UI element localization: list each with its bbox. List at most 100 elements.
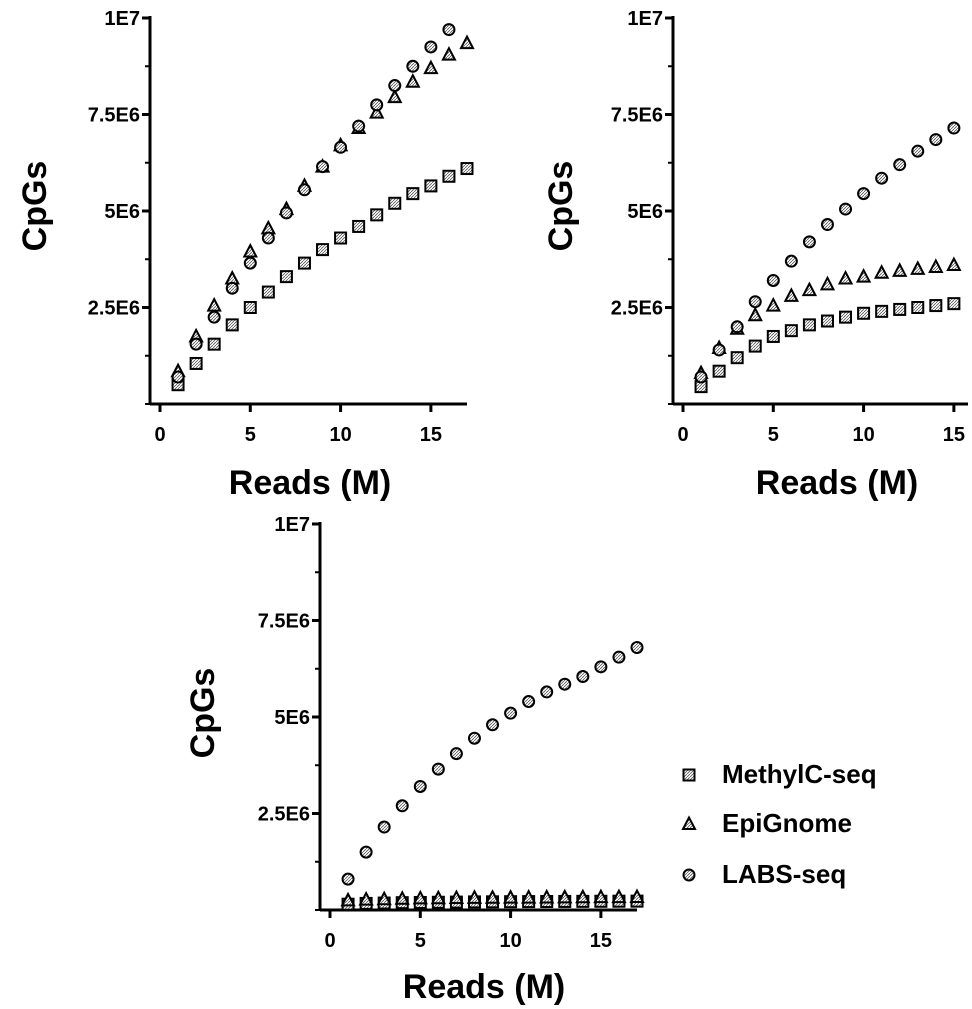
data-point-triangle [466, 889, 483, 904]
legend: MethylC-seq EpiGnome LABS-seq [681, 759, 877, 889]
square-marker-icon [682, 768, 696, 782]
data-point-circle [766, 273, 780, 287]
x-tick-label: 0 [324, 930, 335, 952]
data-point-circle [540, 685, 554, 699]
data-point-circle [413, 779, 427, 793]
legend-label: MethylC-seq [722, 759, 877, 789]
data-point-circle [442, 23, 456, 37]
data-point-circle [522, 695, 536, 709]
y-tick-label: 5E6 [627, 201, 663, 223]
chart-panel-bottom: CpGs Reads (M) 2.5E6 5E6 7.5E6 1E7 0 5 10 15 [184, 514, 645, 1006]
x-tick-label: 15 [590, 930, 612, 952]
data-point-triangle [441, 46, 457, 61]
data-point-triangle [502, 888, 519, 904]
data-point-square [875, 304, 889, 318]
chart-panel-top-left: CpGs Reads (M) 2.5E6 5E6 7.5E6 1E7 0 5 10 15 [16, 8, 475, 502]
data-point-triangle [206, 296, 222, 312]
data-point-circle [225, 281, 239, 295]
data-point-circle [875, 171, 889, 185]
x-tick-label: 5 [768, 424, 779, 446]
data-point-square [839, 310, 853, 324]
x-tick-label: 10 [852, 424, 874, 446]
data-point-triangle [369, 103, 385, 119]
data-point-square [460, 162, 474, 176]
y-tick-label: 7.5E6 [88, 105, 140, 127]
y-axis-title: CpGs [16, 161, 54, 252]
data-point-triangle [405, 73, 421, 88]
data-point-circle [334, 140, 348, 154]
series-labs-seq [694, 121, 961, 384]
data-point-square [424, 179, 438, 193]
circle-marker [682, 868, 696, 882]
data-point-square [802, 318, 816, 332]
data-point-triangle [928, 258, 944, 273]
y-tick-label: 5E6 [104, 201, 140, 223]
data-point-square [893, 302, 907, 316]
y-tick-label: 2.5E6 [258, 804, 310, 826]
series-labs-seq [171, 23, 456, 384]
x-tick-label: 0 [677, 424, 688, 446]
data-point-circle [406, 59, 420, 73]
data-point-circle [504, 706, 518, 720]
y-tick-label: 7.5E6 [611, 105, 663, 127]
data-point-triangle [358, 890, 374, 906]
data-point-circle [929, 133, 943, 147]
data-point-square [370, 208, 384, 222]
y-axis-title: CpGs [184, 668, 222, 759]
data-point-square [748, 339, 762, 353]
data-point-circle [431, 762, 445, 776]
data-point-triangle [837, 269, 854, 285]
data-point-circle [486, 718, 500, 732]
y-axis-title: CpGs [542, 161, 580, 252]
data-point-circle [857, 187, 871, 201]
data-point-triangle [340, 891, 356, 907]
data-point-triangle [747, 306, 763, 322]
data-point-circle [316, 160, 330, 174]
series-methylc-seq [171, 162, 474, 392]
data-point-triangle [575, 888, 591, 904]
data-point-square [406, 187, 420, 201]
data-point-square [730, 351, 744, 365]
data-point-triangle [593, 888, 609, 904]
x-tick-label: 5 [245, 424, 256, 446]
data-point-triangle [520, 888, 537, 904]
data-point-circle [911, 144, 925, 158]
data-point-circle [612, 650, 626, 664]
data-point-circle [748, 295, 762, 309]
chart-panel-top-right: CpGs Reads (M) 2.5E6 5E6 7.5E6 1E7 0 5 10 15 [542, 8, 968, 502]
legend-label: LABS-seq [722, 859, 846, 889]
series-epignome [340, 888, 645, 907]
series-methylc-seq [694, 297, 961, 394]
data-point-square [297, 256, 311, 270]
y-tick-label: 1E7 [104, 8, 140, 30]
data-point-circle [576, 669, 590, 683]
data-point-triangle [430, 889, 447, 905]
data-point-square [243, 301, 257, 314]
data-point-circle [694, 370, 708, 384]
data-point-square [352, 219, 366, 233]
data-point-square [784, 324, 798, 338]
data-point-circle [171, 370, 185, 384]
legend-item-methylc-seq: MethylC-seq [682, 759, 877, 789]
legend-item-epignome: EpiGnome [681, 808, 852, 838]
data-point-square [189, 356, 203, 370]
y-tick-label: 2.5E6 [611, 298, 663, 320]
data-point-triangle [765, 296, 781, 312]
y-tick-label: 1E7 [627, 8, 663, 30]
data-point-triangle [557, 888, 573, 904]
data-point-circle [243, 256, 257, 270]
data-point-triangle [801, 281, 818, 297]
data-point-circle [297, 183, 311, 197]
data-point-circle [261, 231, 275, 245]
data-point-circle [558, 677, 572, 691]
data-point-square [947, 297, 961, 311]
series-labs-seq [341, 641, 644, 886]
data-point-square [279, 270, 293, 284]
data-point-triangle [629, 888, 645, 904]
x-tick-label: 5 [415, 930, 426, 952]
y-tick-label: 1E7 [274, 514, 310, 536]
data-point-triangle [910, 260, 926, 275]
data-point-circle [784, 254, 798, 268]
data-point-square [225, 318, 239, 332]
